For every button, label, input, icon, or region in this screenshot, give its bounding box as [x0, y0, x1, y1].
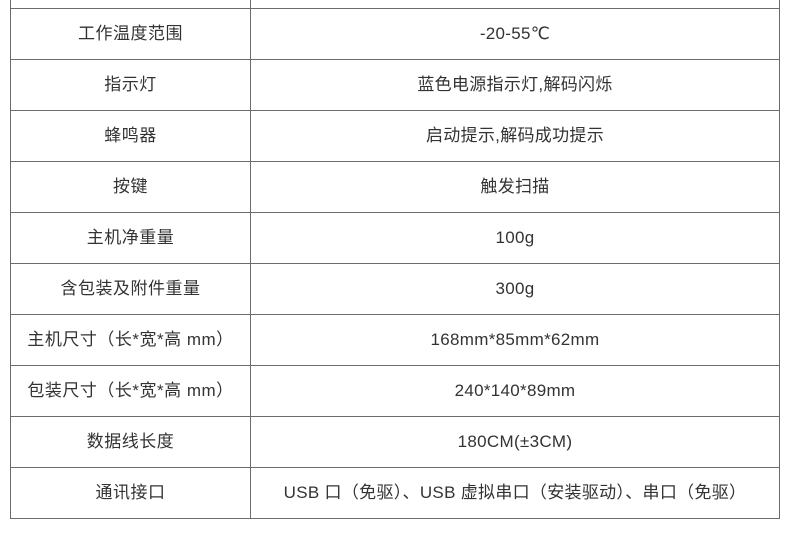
row-value-package-dimensions: 240*140*89mm	[250, 365, 780, 417]
row-value-buzzer: 启动提示,解码成功提示	[250, 110, 780, 162]
row-value-partial	[250, 0, 780, 9]
table-row: 蜂鸣器 启动提示,解码成功提示	[10, 110, 780, 162]
row-label-net-weight: 主机净重量	[10, 212, 251, 264]
row-value-device-dimensions: 168mm*85mm*62mm	[250, 314, 780, 366]
row-label-package-dimensions: 包装尺寸（长*宽*高 mm）	[10, 365, 251, 417]
row-label-cable-length: 数据线长度	[10, 416, 251, 468]
table-row: 指示灯 蓝色电源指示灯,解码闪烁	[10, 59, 780, 111]
table-row-partial	[10, 0, 780, 9]
table-row: 按键 触发扫描	[10, 161, 780, 213]
table-row: 通讯接口 USB 口（免驱）、USB 虚拟串口（安装驱动）、串口（免驱）	[10, 467, 780, 519]
row-label-operating-temperature: 工作温度范围	[10, 8, 251, 60]
row-label-device-dimensions: 主机尺寸（长*宽*高 mm）	[10, 314, 251, 366]
specification-table-body: 工作温度范围 -20-55℃ 指示灯 蓝色电源指示灯,解码闪烁 蜂鸣器 启动提示…	[10, 0, 780, 519]
table-row: 主机净重量 100g	[10, 212, 780, 264]
table-row: 数据线长度 180CM(±3CM)	[10, 416, 780, 468]
row-value-net-weight: 100g	[250, 212, 780, 264]
row-label-partial	[10, 0, 251, 9]
table-row: 包装尺寸（长*宽*高 mm） 240*140*89mm	[10, 365, 780, 417]
table-row: 含包装及附件重量 300g	[10, 263, 780, 315]
row-label-communication-interface: 通讯接口	[10, 467, 251, 519]
specification-table: 工作温度范围 -20-55℃ 指示灯 蓝色电源指示灯,解码闪烁 蜂鸣器 启动提示…	[10, 0, 780, 519]
row-value-cable-length: 180CM(±3CM)	[250, 416, 780, 468]
row-value-button: 触发扫描	[250, 161, 780, 213]
table-row: 主机尺寸（长*宽*高 mm） 168mm*85mm*62mm	[10, 314, 780, 366]
table-row: 工作温度范围 -20-55℃	[10, 8, 780, 60]
row-value-operating-temperature: -20-55℃	[250, 8, 780, 60]
row-value-gross-weight: 300g	[250, 263, 780, 315]
row-value-indicator-light: 蓝色电源指示灯,解码闪烁	[250, 59, 780, 111]
row-value-communication-interface: USB 口（免驱）、USB 虚拟串口（安装驱动）、串口（免驱）	[250, 467, 780, 519]
row-label-gross-weight: 含包装及附件重量	[10, 263, 251, 315]
row-label-indicator-light: 指示灯	[10, 59, 251, 111]
row-label-buzzer: 蜂鸣器	[10, 110, 251, 162]
row-label-button: 按键	[10, 161, 251, 213]
